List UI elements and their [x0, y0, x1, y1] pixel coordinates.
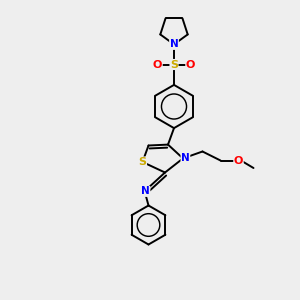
Text: N: N — [141, 186, 150, 197]
Text: S: S — [139, 157, 146, 167]
Text: N: N — [169, 39, 178, 50]
Text: N: N — [181, 153, 190, 164]
Text: O: O — [234, 155, 243, 166]
Text: O: O — [186, 59, 195, 70]
Text: O: O — [153, 59, 162, 70]
Text: S: S — [170, 59, 178, 70]
